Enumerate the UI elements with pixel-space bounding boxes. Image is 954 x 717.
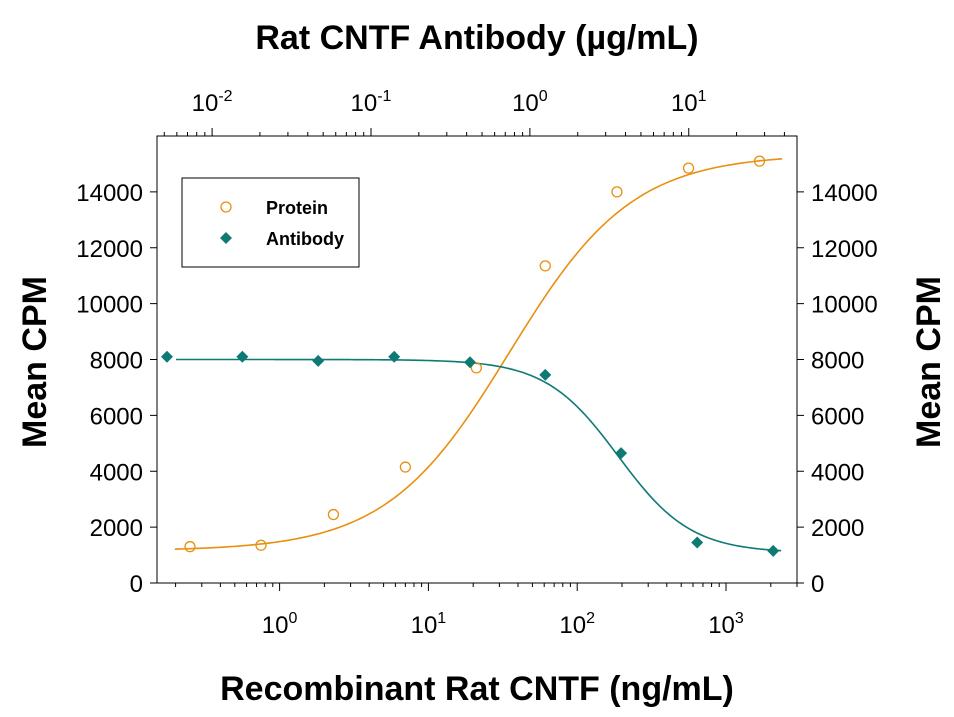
y-tick-label-left: 10000 xyxy=(76,292,143,319)
axis-ticks xyxy=(150,128,804,591)
protein-point xyxy=(184,541,196,553)
y-tick-label-right: 6000 xyxy=(811,403,864,430)
antibody-point xyxy=(615,447,628,460)
legend-box xyxy=(181,177,360,268)
legend-antibody-label: Antibody xyxy=(266,229,344,249)
protein-point xyxy=(255,539,267,551)
y-tick-label-right: 12000 xyxy=(811,236,878,263)
antibody-point xyxy=(388,350,401,363)
y-tick-label-left: 14000 xyxy=(76,180,143,207)
y-tick-label-right: 10000 xyxy=(811,292,878,319)
y-tick-label-left: 12000 xyxy=(76,236,143,263)
tick-labels: 0 0 2000 2000 4000 4000 6000 6000 8000 8000 10000 1… xyxy=(76,88,878,639)
protein-point xyxy=(399,461,412,473)
antibody-point xyxy=(160,350,173,363)
protein-point xyxy=(470,362,482,374)
y-tick-label-right: 2000 xyxy=(811,515,864,542)
y-tick-label-left: 4000 xyxy=(90,459,143,486)
antibody-point xyxy=(539,368,552,381)
y-tick-label-right: 14000 xyxy=(811,180,878,207)
protein-fit-curve xyxy=(174,158,783,550)
x-top-tick-label: 101 xyxy=(671,88,707,117)
top-axis-title: Rat CNTF Antibody (µg/mL) xyxy=(255,19,698,57)
y-tick-label-left: 0 xyxy=(130,571,143,598)
legend-protein-marker xyxy=(220,201,232,213)
x-bottom-tick-label: 101 xyxy=(411,610,447,639)
antibody-fit-curve xyxy=(176,358,782,552)
x-bottom-tick-label: 103 xyxy=(708,610,744,639)
legend: Protein Antibody xyxy=(181,177,360,268)
x-top-tick-label: 100 xyxy=(512,88,548,117)
antibody-point xyxy=(464,356,477,369)
protein-point xyxy=(611,186,623,198)
bottom-axis-title: Recombinant Rat CNTF (ng/mL) xyxy=(220,670,734,708)
protein-point xyxy=(682,162,695,174)
x-top-tick-label: 10-2 xyxy=(192,88,233,117)
left-axis-title: Mean CPM xyxy=(16,276,54,448)
antibody-point xyxy=(236,350,249,363)
legend-antibody-marker xyxy=(220,232,232,244)
x-bottom-tick-label: 102 xyxy=(559,610,595,639)
protein-point xyxy=(539,260,551,272)
right-axis-title: Mean CPM xyxy=(910,276,948,448)
y-tick-label-left: 6000 xyxy=(90,403,143,430)
protein-point xyxy=(753,155,766,167)
y-tick-label-right: 4000 xyxy=(811,459,864,486)
y-tick-label-left: 2000 xyxy=(90,515,143,542)
x-bottom-tick-label: 100 xyxy=(262,610,298,639)
x-top-tick-label: 10-1 xyxy=(351,88,392,117)
protein-point xyxy=(327,508,340,521)
antibody-point xyxy=(767,544,780,557)
y-tick-label-right: 8000 xyxy=(811,348,864,375)
y-tick-label-right: 0 xyxy=(811,571,824,598)
legend-protein-label: Protein xyxy=(266,198,328,218)
y-tick-label-left: 8000 xyxy=(90,348,143,375)
antibody-point xyxy=(691,536,704,549)
data-points xyxy=(160,155,780,557)
antibody-point xyxy=(312,354,325,367)
